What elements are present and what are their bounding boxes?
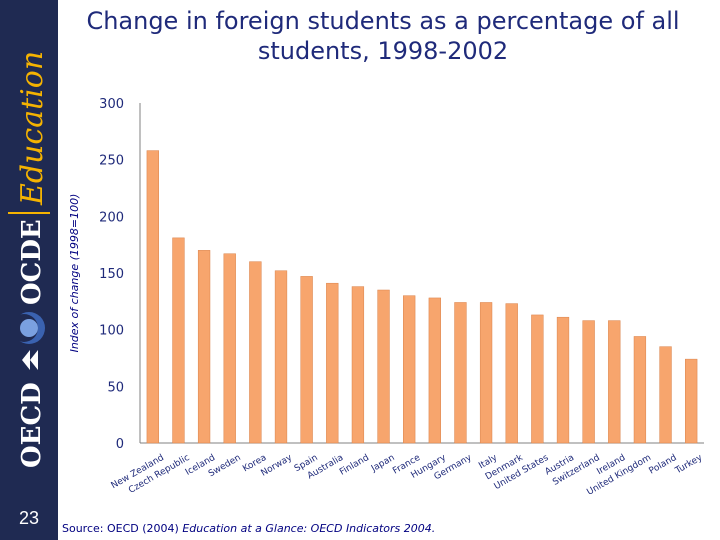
- bar: [300, 276, 313, 444]
- oecd-logo-icon: [10, 312, 45, 370]
- brand-oecd-text: OECD: [17, 382, 47, 468]
- y-tick-label: 50: [107, 380, 124, 395]
- bar: [249, 261, 262, 444]
- bar: [531, 314, 544, 444]
- y-tick-labels: 0 50 100 150 200 250 300: [99, 97, 124, 452]
- y-axis-label: Index of change (1998=100): [68, 194, 81, 353]
- bar: [274, 270, 288, 444]
- bar: [454, 302, 467, 444]
- chart-title: Change in foreign students as a percenta…: [86, 7, 680, 65]
- bar: [146, 150, 159, 444]
- brand-education-text: Education: [15, 51, 50, 206]
- y-tick-label: 0: [116, 437, 124, 452]
- bar: [351, 286, 365, 444]
- bar: [428, 297, 441, 444]
- x-tick-label: Poland: [648, 453, 679, 477]
- y-tick-label: 150: [99, 267, 124, 282]
- bar: [685, 358, 698, 444]
- bar: [633, 336, 647, 444]
- bar: [659, 346, 672, 444]
- bar: [377, 289, 390, 444]
- source-publication: Education at a Glance: OECD Indicators 2…: [182, 522, 436, 535]
- x-tick-label: Finland: [338, 453, 371, 478]
- bar: [172, 237, 185, 444]
- bar: [556, 316, 570, 444]
- brand-divider: [8, 212, 50, 214]
- bar-chart: Index of change (1998=100) 0 50 100 150 200 2…: [68, 97, 705, 498]
- y-tick-label: 300: [99, 97, 124, 112]
- sidebar: OECD OCDE Education 23: [0, 0, 58, 540]
- bar: [223, 253, 236, 444]
- bar: [479, 302, 493, 444]
- bar: [403, 295, 416, 444]
- source-prefix: Source: OECD (2004): [62, 522, 179, 535]
- source-note: Source: OECD (2004) Education at a Glanc…: [62, 522, 435, 535]
- oecd-education-brand: OECD OCDE Education: [8, 51, 50, 468]
- bars: [146, 150, 698, 444]
- page-number: 23: [18, 508, 40, 528]
- bar: [582, 320, 595, 444]
- bar: [505, 303, 518, 444]
- bar: [197, 250, 211, 444]
- y-tick-label: 100: [99, 324, 124, 339]
- bar: [608, 320, 621, 444]
- bar: [326, 282, 339, 444]
- brand-ocde-text: OCDE: [17, 219, 47, 305]
- x-tick-label: Turkey: [673, 453, 705, 477]
- y-tick-label: 250: [99, 154, 124, 169]
- y-tick-label: 200: [99, 210, 124, 225]
